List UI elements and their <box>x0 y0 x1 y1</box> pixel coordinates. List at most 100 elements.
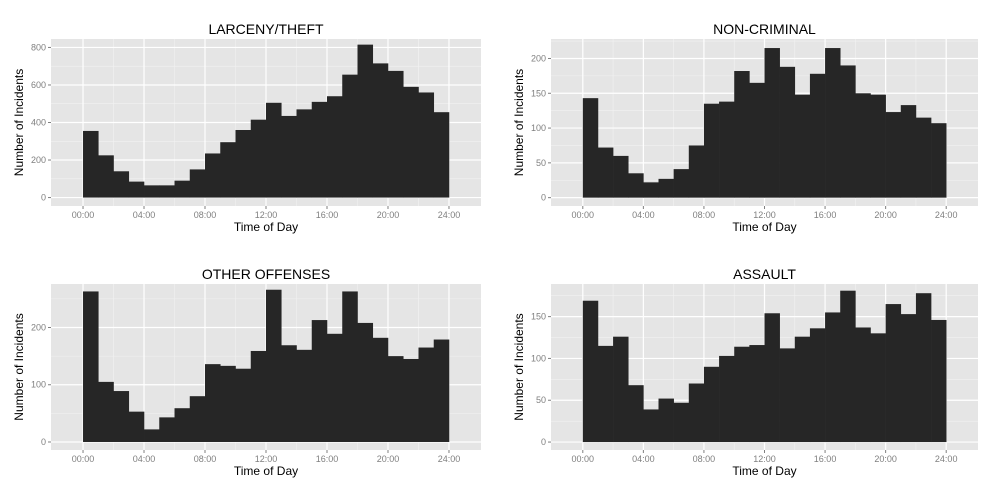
x-axis-label: Time of Day <box>732 464 796 478</box>
histogram-bar <box>372 63 389 198</box>
histogram-bar <box>235 368 252 442</box>
y-tick-label: 50 <box>536 158 546 168</box>
histogram-bar <box>403 86 419 198</box>
histogram-bar <box>281 345 297 442</box>
histogram-bar <box>703 366 720 443</box>
histogram-bar <box>418 92 435 198</box>
histogram-bar <box>597 345 614 443</box>
histogram-bar <box>582 300 599 443</box>
panel-title: NON-CRIMINAL <box>713 21 816 37</box>
histogram-bar <box>433 339 450 442</box>
histogram-bar <box>582 98 599 198</box>
y-tick-label: 100 <box>531 123 546 133</box>
histogram-bar <box>643 182 659 198</box>
histogram-bar <box>326 333 343 442</box>
axes: 00:00 04:00 08:00 12:00 16:00 20:00 24:00 0 100 2… <box>31 323 460 464</box>
histogram-bar <box>342 291 358 442</box>
histogram-bar <box>235 130 252 198</box>
histogram-bar <box>915 293 932 443</box>
histogram-bar <box>250 119 267 198</box>
x-tick-label: 00:00 <box>572 210 595 220</box>
histogram-bar <box>673 169 690 198</box>
y-tick-label: 50 <box>536 395 546 405</box>
x-tick-label: 08:00 <box>194 210 217 220</box>
histogram-bar <box>809 328 826 443</box>
histogram-bar <box>794 94 811 198</box>
y-tick-label: 200 <box>31 155 46 165</box>
y-tick-label: 0 <box>541 437 546 447</box>
y-tick-label: 600 <box>31 80 46 90</box>
x-tick-label: 20:00 <box>377 454 400 464</box>
histogram-bar <box>128 181 145 198</box>
histogram-bar <box>205 153 221 198</box>
histogram-bars <box>83 289 450 442</box>
panel-title: ASSAULT <box>733 266 796 282</box>
y-tick-label: 150 <box>531 88 546 98</box>
histogram-bar <box>734 71 750 198</box>
histogram-bar <box>296 109 313 198</box>
histogram-bar <box>688 145 705 198</box>
x-tick-label: 04:00 <box>133 210 156 220</box>
x-tick-label: 20:00 <box>874 454 897 464</box>
histogram-bar <box>840 290 856 443</box>
histogram-bar <box>658 178 674 198</box>
histogram-bar <box>433 112 450 198</box>
x-tick-label: 16:00 <box>814 454 837 464</box>
histogram-bar <box>688 383 705 443</box>
x-axis-label: Time of Day <box>234 464 298 478</box>
histogram-bar <box>98 381 114 442</box>
histogram-bar <box>855 327 871 443</box>
histogram-bar <box>113 391 130 442</box>
histogram-bar <box>764 48 780 198</box>
histogram-bar <box>885 112 902 198</box>
y-tick-label: 150 <box>531 312 546 322</box>
histogram-bar <box>825 312 841 443</box>
histogram-bar <box>870 333 886 443</box>
axes: 00:00 04:00 08:00 12:00 16:00 20:00 24:00 0 50 10… <box>531 312 957 464</box>
histogram-bar <box>113 171 130 198</box>
histogram-bar <box>764 313 780 443</box>
histogram-bar <box>281 115 297 198</box>
y-tick-label: 100 <box>31 380 46 390</box>
histogram-bars <box>582 48 947 198</box>
x-tick-label: 04:00 <box>632 454 655 464</box>
histogram-panel: 00:00 04:00 08:00 12:00 16:00 20:00 24:00 0 50 10… <box>512 21 978 234</box>
y-tick-label: 0 <box>41 193 46 203</box>
x-tick-label: 24:00 <box>935 454 958 464</box>
histogram-panel: 00:00 04:00 08:00 12:00 16:00 20:00 24:00 0 100 2… <box>12 266 481 478</box>
x-tick-label: 08:00 <box>194 454 217 464</box>
histogram-bar <box>311 320 328 442</box>
histogram-bar <box>98 155 114 198</box>
x-tick-label: 00:00 <box>72 454 95 464</box>
axes: 00:00 04:00 08:00 12:00 16:00 20:00 24:00 0 200 4… <box>31 42 460 220</box>
x-tick-label: 24:00 <box>935 210 958 220</box>
x-tick-label: 08:00 <box>693 210 716 220</box>
histogram-bar <box>83 130 99 198</box>
histogram-bar <box>387 70 404 198</box>
histogram-bars <box>83 44 450 198</box>
y-tick-label: 800 <box>31 42 46 52</box>
histogram-bar <box>266 102 282 198</box>
histogram-bar <box>643 409 659 443</box>
x-tick-label: 16:00 <box>316 210 339 220</box>
histogram-bar <box>597 147 614 198</box>
histogram-bar <box>372 337 389 442</box>
histogram-bars <box>582 290 947 443</box>
x-tick-label: 24:00 <box>438 210 461 220</box>
histogram-bar <box>387 356 404 442</box>
histogram-bar <box>855 93 871 198</box>
histogram-bar <box>174 180 191 198</box>
histogram-bar <box>174 408 191 442</box>
x-tick-label: 00:00 <box>72 210 95 220</box>
axes: 00:00 04:00 08:00 12:00 16:00 20:00 24:00 0 50 10… <box>531 53 957 220</box>
histogram-bar <box>749 345 765 443</box>
histogram-bar <box>779 66 796 198</box>
histogram-bar <box>189 169 206 198</box>
histogram-bar <box>749 82 765 198</box>
histogram-bar <box>703 103 720 198</box>
x-tick-label: 00:00 <box>572 454 595 464</box>
histogram-bar <box>673 402 690 443</box>
histogram-bar <box>931 319 947 443</box>
y-tick-label: 0 <box>541 193 546 203</box>
y-axis-label: Number of Incidents <box>12 313 26 420</box>
